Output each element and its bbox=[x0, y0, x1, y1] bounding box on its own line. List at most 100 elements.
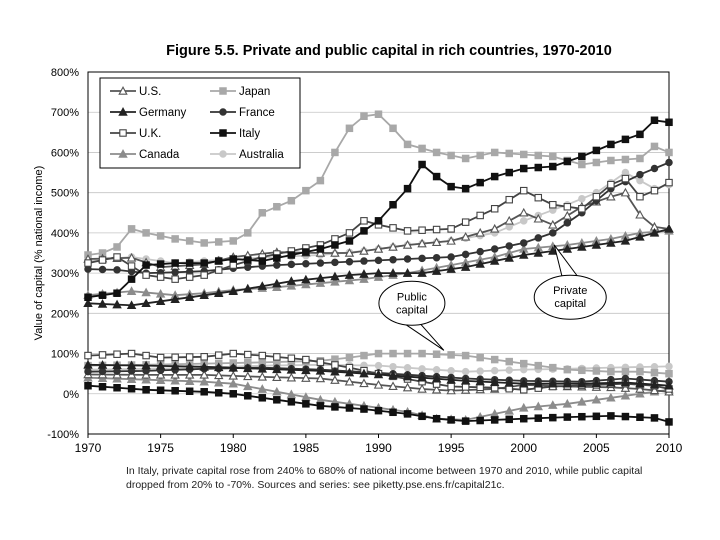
australia-private-point bbox=[578, 194, 586, 203]
germany-private-point bbox=[635, 231, 645, 241]
japan-private-point bbox=[273, 202, 281, 211]
germany-private-point bbox=[199, 290, 209, 299]
us-private-point bbox=[344, 248, 355, 257]
australia-public-point bbox=[374, 361, 383, 370]
germany-private-point bbox=[243, 283, 253, 293]
uk-private-point bbox=[142, 271, 150, 279]
germany-public-point bbox=[577, 378, 587, 388]
japan-private-point bbox=[636, 154, 644, 163]
italy-public-point bbox=[185, 387, 194, 396]
italy-public-point bbox=[360, 405, 368, 413]
x-tick-label: 1990 bbox=[365, 441, 392, 455]
us-private-point bbox=[548, 219, 558, 229]
germany-private-point bbox=[475, 259, 485, 268]
japan-public-point bbox=[389, 349, 397, 358]
australia-private-point bbox=[636, 176, 644, 185]
legend-label-italy: Italy bbox=[239, 128, 260, 140]
italy-private-point bbox=[592, 146, 601, 155]
italy-public-point bbox=[258, 394, 267, 402]
us-private-point bbox=[489, 223, 500, 233]
us-private-point bbox=[388, 242, 398, 251]
callout-text: Private bbox=[553, 285, 587, 297]
france-private-point bbox=[113, 266, 121, 274]
canada-public-point bbox=[591, 394, 602, 404]
canada-public-point bbox=[577, 396, 587, 406]
france-private-point bbox=[476, 247, 484, 256]
us-private-point bbox=[475, 227, 485, 237]
germany-public-point bbox=[548, 378, 558, 388]
uk-public-point bbox=[519, 386, 528, 394]
germany-public-point bbox=[649, 379, 660, 389]
germany-public-point bbox=[155, 360, 166, 370]
france-private-point bbox=[461, 250, 470, 259]
germany-public-point bbox=[83, 359, 93, 369]
germany-public-point bbox=[126, 360, 137, 370]
italy-public-point bbox=[98, 382, 107, 391]
france-private-point bbox=[490, 245, 499, 253]
germany-public-point bbox=[504, 378, 514, 387]
germany-public-point bbox=[301, 365, 311, 375]
japan-private-point bbox=[650, 142, 659, 151]
series-italy bbox=[84, 116, 673, 426]
japan-public-point bbox=[563, 365, 572, 374]
germany-private-point bbox=[330, 271, 340, 281]
japan-public-point bbox=[490, 355, 499, 364]
legend-label-germany: Germany bbox=[139, 107, 187, 119]
x-tick-label: 2005 bbox=[583, 441, 610, 455]
germany-private-point bbox=[170, 294, 180, 304]
japan-private-point bbox=[345, 124, 354, 133]
italy-private-point bbox=[432, 172, 441, 181]
y-tick-label: 0% bbox=[63, 389, 79, 401]
germany-public-point bbox=[446, 374, 456, 384]
callout-pointer bbox=[553, 244, 579, 278]
italy-public-point bbox=[403, 410, 412, 418]
italy-private-point bbox=[84, 293, 92, 301]
us-public-point bbox=[155, 369, 166, 379]
canada-public-point bbox=[141, 374, 151, 384]
germany-private-point bbox=[417, 268, 427, 277]
us-private-point bbox=[373, 244, 384, 253]
chart-note: In Italy, private capital rose from 240%… bbox=[126, 464, 686, 492]
y-tick-labels: 800% 700% 600% 500% 400% 300% 200% 100% 0% -100% bbox=[47, 67, 79, 441]
italy-private-point bbox=[229, 255, 238, 263]
germany-private-point bbox=[577, 242, 587, 251]
canada-public-point bbox=[199, 376, 209, 386]
us-private-point bbox=[126, 252, 137, 262]
italy-private-point bbox=[331, 241, 339, 249]
us-public-point bbox=[286, 372, 297, 382]
uk-public-point bbox=[84, 351, 92, 360]
uk-public-point bbox=[185, 353, 194, 361]
uk-public-point bbox=[244, 350, 252, 359]
japan-public-point bbox=[665, 369, 673, 378]
italy-private-point bbox=[549, 162, 557, 171]
italy-private-point bbox=[345, 237, 354, 245]
uk-private-point bbox=[418, 226, 426, 234]
japan-public-point bbox=[578, 366, 586, 375]
italy-private-point bbox=[302, 248, 310, 256]
germany-public-point bbox=[591, 378, 602, 388]
us-public-point bbox=[620, 383, 631, 392]
france-private-point bbox=[244, 263, 252, 271]
france-private-point bbox=[389, 255, 397, 264]
callout-pointer bbox=[403, 322, 445, 351]
italy-public-point bbox=[142, 386, 150, 394]
us-public-point bbox=[184, 369, 195, 379]
uk-private-point bbox=[345, 229, 354, 237]
legend-entry-us: U.S. bbox=[110, 86, 161, 98]
us-public-point bbox=[228, 370, 238, 380]
legend-entry-uk: U.K. bbox=[110, 128, 161, 140]
uk-private-point bbox=[447, 225, 455, 233]
france-private-point bbox=[316, 259, 325, 267]
australia-public-point bbox=[461, 367, 470, 376]
uk-public-point bbox=[113, 350, 121, 358]
france-private-point bbox=[432, 253, 441, 262]
france-public-point bbox=[98, 367, 107, 376]
germany-public-point bbox=[620, 377, 631, 387]
japan-private-point bbox=[578, 160, 586, 169]
us-private-point bbox=[431, 237, 442, 247]
germany-public-point bbox=[388, 370, 398, 380]
australia-public-point bbox=[403, 364, 412, 372]
germany-private-point bbox=[97, 298, 108, 308]
japan-public-point bbox=[447, 351, 455, 359]
germany-private-point bbox=[431, 266, 442, 275]
